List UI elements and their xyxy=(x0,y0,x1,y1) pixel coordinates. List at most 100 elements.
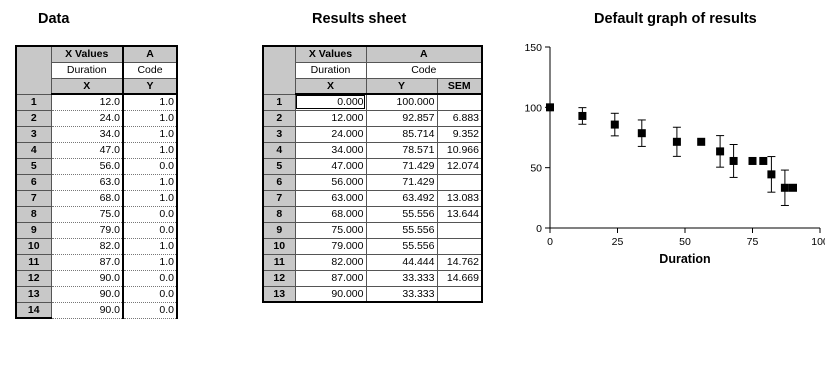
data-cell-x[interactable]: 63.0 xyxy=(50,173,124,191)
data-cell-y[interactable]: 0.0 xyxy=(122,301,178,319)
results-cell-x[interactable]: 68.000 xyxy=(294,205,367,223)
results-row-number[interactable]: 12 xyxy=(262,269,296,287)
results-row-number[interactable]: 6 xyxy=(262,173,296,191)
data-col-header-x[interactable]: X Values xyxy=(50,45,124,63)
data-cell-x[interactable]: 75.0 xyxy=(50,205,124,223)
data-row-number[interactable]: 14 xyxy=(15,301,52,319)
data-row-number[interactable]: 1 xyxy=(15,93,52,111)
results-cell-sem[interactable]: 13.083 xyxy=(436,189,483,207)
results-cell-y[interactable]: 78.571 xyxy=(365,141,438,159)
results-cell-x[interactable]: 63.000 xyxy=(294,189,367,207)
results-cell-y[interactable]: 55.556 xyxy=(365,237,438,255)
results-col-title-a[interactable]: Code xyxy=(365,61,483,79)
results-col-header-x[interactable]: X Values xyxy=(294,45,367,63)
results-row-number[interactable]: 2 xyxy=(262,109,296,127)
results-cell-sem[interactable]: 10.966 xyxy=(436,141,483,159)
results-row-number[interactable]: 7 xyxy=(262,189,296,207)
results-cell-sem[interactable]: 14.762 xyxy=(436,253,483,271)
data-cell-x[interactable]: 82.0 xyxy=(50,237,124,255)
data-row-number[interactable]: 4 xyxy=(15,141,52,159)
results-cell-sem[interactable]: 9.352 xyxy=(436,125,483,143)
data-cell-x[interactable]: 34.0 xyxy=(50,125,124,143)
results-cell-sem[interactable]: 14.669 xyxy=(436,269,483,287)
results-cell-x[interactable]: 12.000 xyxy=(294,109,367,127)
results-cell-sem[interactable] xyxy=(436,173,483,191)
data-cell-y[interactable]: 0.0 xyxy=(122,221,178,239)
results-cell-sem[interactable] xyxy=(436,285,483,303)
data-cell-y[interactable]: 1.0 xyxy=(122,93,178,111)
results-cell-x[interactable]: 0.000 xyxy=(294,93,367,111)
data-cell-y[interactable]: 1.0 xyxy=(122,109,178,127)
results-cell-y[interactable]: 33.333 xyxy=(365,285,438,303)
results-row-number[interactable]: 4 xyxy=(262,141,296,159)
results-cell-y[interactable]: 63.492 xyxy=(365,189,438,207)
results-row-number[interactable]: 10 xyxy=(262,237,296,255)
data-row-number[interactable]: 8 xyxy=(15,205,52,223)
results-cell-x[interactable]: 56.000 xyxy=(294,173,367,191)
data-cell-x[interactable]: 24.0 xyxy=(50,109,124,127)
data-row-number[interactable]: 6 xyxy=(15,173,52,191)
data-row-number[interactable]: 5 xyxy=(15,157,52,175)
data-row-number[interactable]: 11 xyxy=(15,253,52,271)
data-cell-x[interactable]: 90.0 xyxy=(50,301,124,319)
data-cell-x[interactable]: 68.0 xyxy=(50,189,124,207)
data-row-number[interactable]: 2 xyxy=(15,109,52,127)
data-cell-y[interactable]: 0.0 xyxy=(122,285,178,303)
results-cell-sem[interactable] xyxy=(436,93,483,111)
data-cell-y[interactable]: 1.0 xyxy=(122,125,178,143)
data-cell-y[interactable]: 1.0 xyxy=(122,173,178,191)
results-row-number[interactable]: 11 xyxy=(262,253,296,271)
data-col-header-a[interactable]: A xyxy=(122,45,178,63)
results-cell-sem[interactable]: 12.074 xyxy=(436,157,483,175)
data-row-number[interactable]: 7 xyxy=(15,189,52,207)
data-row-number[interactable]: 13 xyxy=(15,285,52,303)
results-cell-x[interactable]: 82.000 xyxy=(294,253,367,271)
data-col-title-a[interactable]: Code xyxy=(122,61,178,79)
data-row-number[interactable]: 3 xyxy=(15,125,52,143)
results-cell-x[interactable]: 47.000 xyxy=(294,157,367,175)
results-cell-y[interactable]: 33.333 xyxy=(365,269,438,287)
data-cell-x[interactable]: 87.0 xyxy=(50,253,124,271)
results-cell-x[interactable]: 90.000 xyxy=(294,285,367,303)
data-cell-y[interactable]: 1.0 xyxy=(122,237,178,255)
data-cell-x[interactable]: 12.0 xyxy=(50,93,124,111)
results-cell-x[interactable]: 87.000 xyxy=(294,269,367,287)
data-cell-y[interactable]: 1.0 xyxy=(122,141,178,159)
results-cell-sem[interactable] xyxy=(436,221,483,239)
results-cell-x[interactable]: 79.000 xyxy=(294,237,367,255)
data-cell-x[interactable]: 90.0 xyxy=(50,285,124,303)
results-cell-x[interactable]: 34.000 xyxy=(294,141,367,159)
results-row-number[interactable]: 13 xyxy=(262,285,296,303)
data-cell-y[interactable]: 1.0 xyxy=(122,189,178,207)
results-row-number[interactable]: 3 xyxy=(262,125,296,143)
data-cell-y[interactable]: 0.0 xyxy=(122,205,178,223)
results-cell-sem[interactable]: 6.883 xyxy=(436,109,483,127)
data-row-number[interactable]: 12 xyxy=(15,269,52,287)
results-cell-y[interactable]: 92.857 xyxy=(365,109,438,127)
data-cell-y[interactable]: 0.0 xyxy=(122,157,178,175)
results-cell-y[interactable]: 55.556 xyxy=(365,221,438,239)
results-cell-y[interactable]: 55.556 xyxy=(365,205,438,223)
data-row-number[interactable]: 10 xyxy=(15,237,52,255)
results-cell-y[interactable]: 44.444 xyxy=(365,253,438,271)
data-cell-y[interactable]: 0.0 xyxy=(122,269,178,287)
results-cell-y[interactable]: 71.429 xyxy=(365,157,438,175)
results-cell-y[interactable]: 100.000 xyxy=(365,93,438,111)
results-col-title-x[interactable]: Duration xyxy=(294,61,367,79)
results-row-number[interactable]: 8 xyxy=(262,205,296,223)
data-cell-x[interactable]: 90.0 xyxy=(50,269,124,287)
results-col-header-a[interactable]: A xyxy=(365,45,483,63)
results-cell-sem[interactable] xyxy=(436,237,483,255)
data-cell-x[interactable]: 47.0 xyxy=(50,141,124,159)
data-cell-x[interactable]: 79.0 xyxy=(50,221,124,239)
results-row-number[interactable]: 9 xyxy=(262,221,296,239)
results-row-number[interactable]: 1 xyxy=(262,93,296,111)
results-cell-x[interactable]: 24.000 xyxy=(294,125,367,143)
data-cell-x[interactable]: 56.0 xyxy=(50,157,124,175)
data-col-title-x[interactable]: Duration xyxy=(50,61,124,79)
results-cell-x[interactable]: 75.000 xyxy=(294,221,367,239)
results-cell-y[interactable]: 85.714 xyxy=(365,125,438,143)
results-cell-sem[interactable]: 13.644 xyxy=(436,205,483,223)
data-cell-y[interactable]: 1.0 xyxy=(122,253,178,271)
data-row-number[interactable]: 9 xyxy=(15,221,52,239)
